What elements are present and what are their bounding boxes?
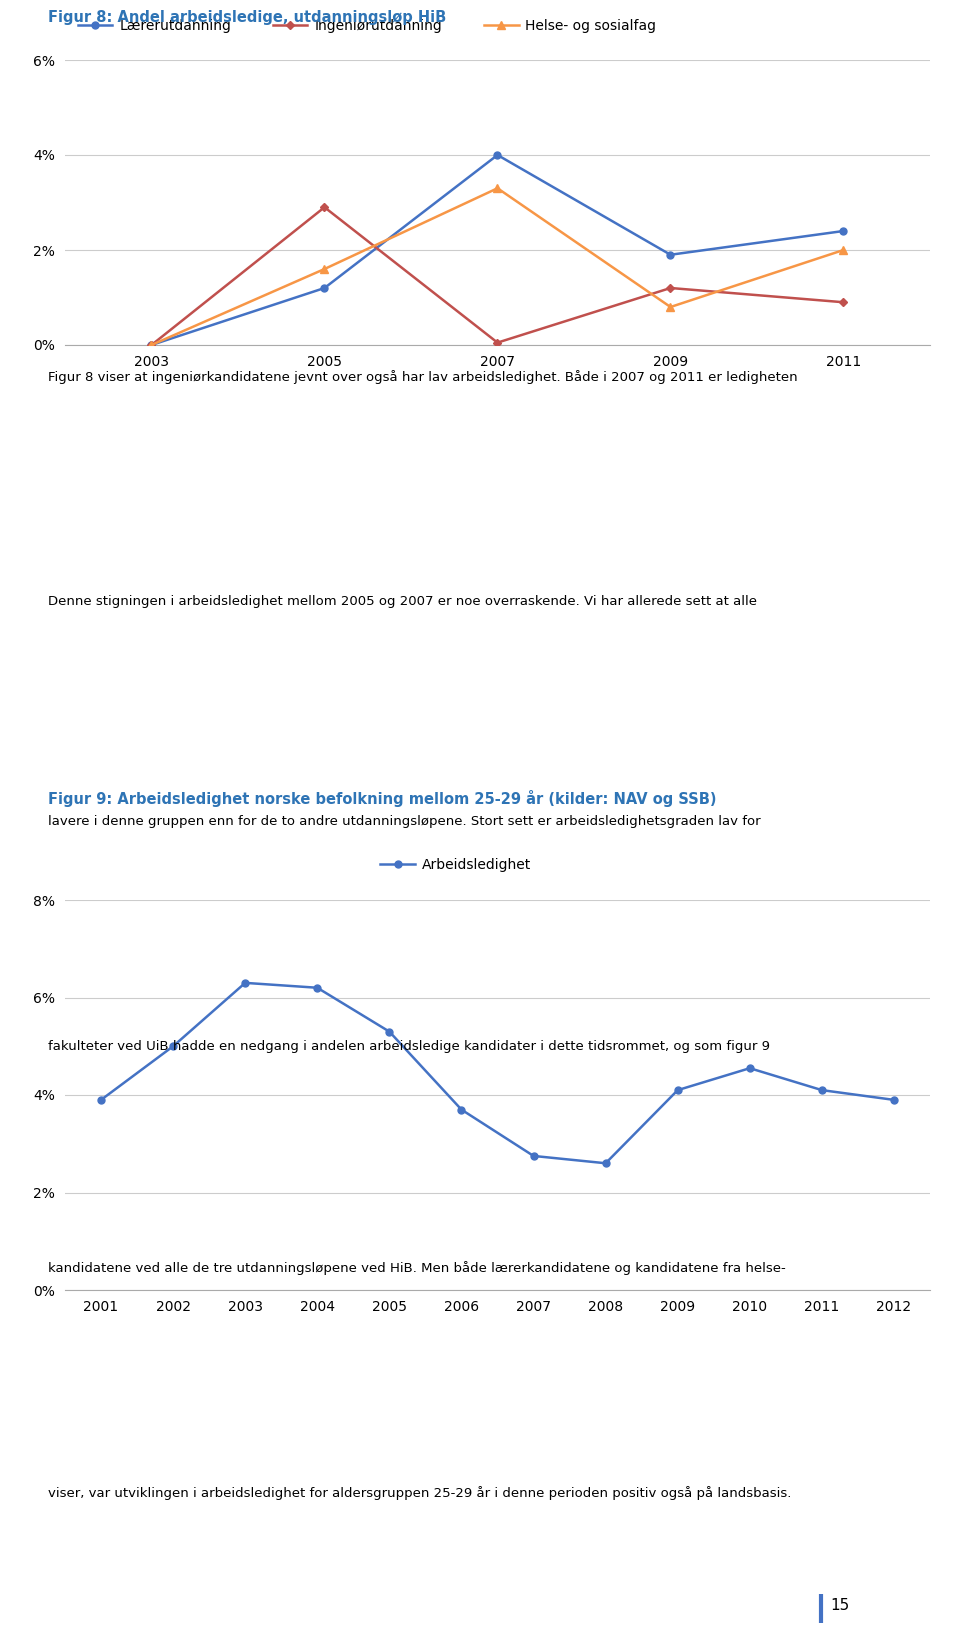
Legend: Arbeidsledighet: Arbeidsledighet bbox=[374, 853, 537, 877]
Legend: Lærerutdanning, Ingeniørutdanning, Helse- og sosialfag: Lærerutdanning, Ingeniørutdanning, Helse… bbox=[72, 13, 662, 39]
Text: fakulteter ved UiB hadde en nedgang i andelen arbeidsledige kandidater i dette t: fakulteter ved UiB hadde en nedgang i an… bbox=[48, 1040, 770, 1053]
Text: 15: 15 bbox=[830, 1599, 850, 1613]
Text: Denne stigningen i arbeidsledighet mellom 2005 og 2007 er noe overraskende. Vi h: Denne stigningen i arbeidsledighet mello… bbox=[48, 595, 757, 608]
Text: Figur 9: Arbeidsledighet norske befolkning mellom 25-29 år (kilder: NAV og SSB): Figur 9: Arbeidsledighet norske befolkni… bbox=[48, 790, 716, 807]
Text: kandidatene ved alle de tre utdanningsløpene ved HiB. Men både lærerkandidatene : kandidatene ved alle de tre utdanningslø… bbox=[48, 1260, 785, 1275]
Text: lavere i denne gruppen enn for de to andre utdanningsløpene. Stort sett er arbei: lavere i denne gruppen enn for de to and… bbox=[48, 815, 760, 828]
Text: Figur 8: Andel arbeidsledige, utdanningsløp HiB: Figur 8: Andel arbeidsledige, utdannings… bbox=[48, 10, 446, 25]
Text: viser, var utviklingen i arbeidsledighet for aldersgruppen 25-29 år i denne peri: viser, var utviklingen i arbeidsledighet… bbox=[48, 1485, 791, 1500]
Text: Figur 8 viser at ingeniørkandidatene jevnt over også har lav arbeidsledighet. Bå: Figur 8 viser at ingeniørkandidatene jev… bbox=[48, 370, 798, 384]
